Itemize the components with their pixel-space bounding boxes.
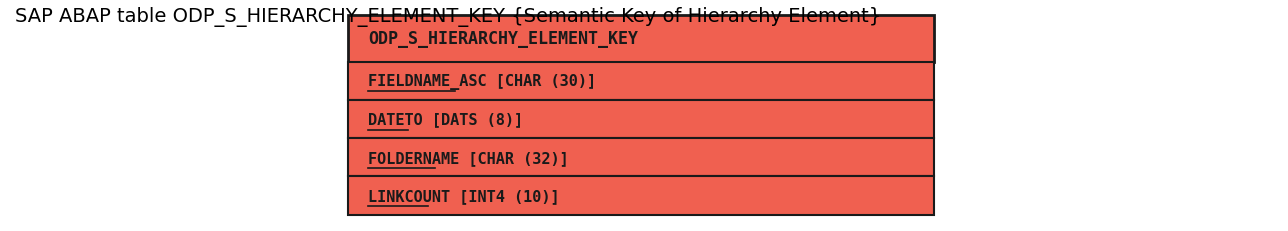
Text: DATETO [DATS (8)]: DATETO [DATS (8)] xyxy=(368,112,523,127)
Text: FOLDERNAME [CHAR (32)]: FOLDERNAME [CHAR (32)] xyxy=(368,150,569,165)
FancyBboxPatch shape xyxy=(348,62,934,100)
Text: FIELDNAME_ASC [CHAR (30)]: FIELDNAME_ASC [CHAR (30)] xyxy=(368,73,596,89)
FancyBboxPatch shape xyxy=(348,100,934,139)
FancyBboxPatch shape xyxy=(348,139,934,177)
FancyBboxPatch shape xyxy=(348,16,934,62)
Text: LINKCOUNT [INT4 (10)]: LINKCOUNT [INT4 (10)] xyxy=(368,188,560,203)
FancyBboxPatch shape xyxy=(348,177,934,215)
Text: SAP ABAP table ODP_S_HIERARCHY_ELEMENT_KEY {Semantic Key of Hierarchy Element}: SAP ABAP table ODP_S_HIERARCHY_ELEMENT_K… xyxy=(15,7,882,27)
Text: ODP_S_HIERARCHY_ELEMENT_KEY: ODP_S_HIERARCHY_ELEMENT_KEY xyxy=(368,30,639,48)
